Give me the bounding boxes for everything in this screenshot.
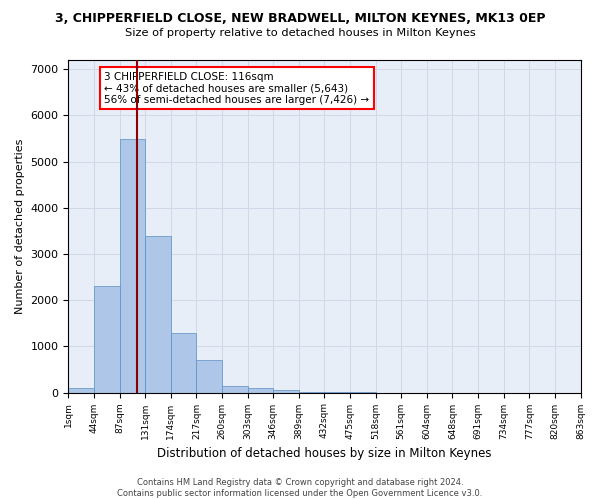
Bar [68,388,94,392]
Bar [145,236,171,392]
Bar [222,386,248,392]
Text: 3, CHIPPERFIELD CLOSE, NEW BRADWELL, MILTON KEYNES, MK13 0EP: 3, CHIPPERFIELD CLOSE, NEW BRADWELL, MIL… [55,12,545,26]
Bar [119,138,145,392]
Y-axis label: Number of detached properties: Number of detached properties [15,138,25,314]
Bar [94,286,119,393]
X-axis label: Distribution of detached houses by size in Milton Keynes: Distribution of detached houses by size … [157,447,492,460]
Bar [248,388,273,392]
Bar [273,390,299,392]
Bar [196,360,222,392]
Text: Contains HM Land Registry data © Crown copyright and database right 2024.
Contai: Contains HM Land Registry data © Crown c… [118,478,482,498]
Bar [171,332,196,392]
Text: Size of property relative to detached houses in Milton Keynes: Size of property relative to detached ho… [125,28,475,38]
Text: 3 CHIPPERFIELD CLOSE: 116sqm
← 43% of detached houses are smaller (5,643)
56% of: 3 CHIPPERFIELD CLOSE: 116sqm ← 43% of de… [104,72,370,105]
